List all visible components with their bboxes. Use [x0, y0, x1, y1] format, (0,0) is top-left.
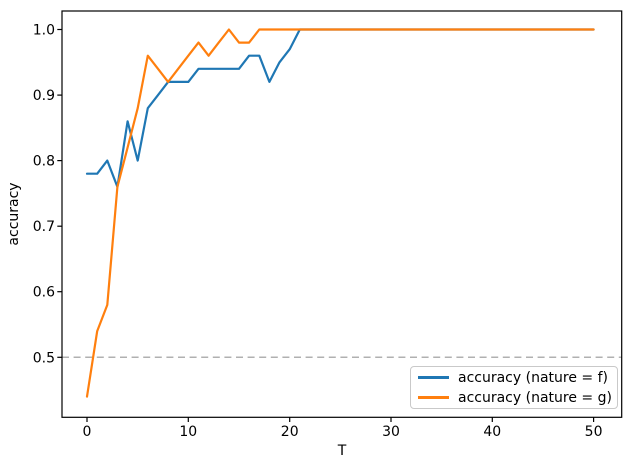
x-tick-label: 50 — [585, 424, 603, 440]
y-tick-label: 0.5 — [33, 350, 55, 366]
x-tick-label: 30 — [382, 424, 400, 440]
series-line-nature-g — [85, 28, 595, 398]
series-layer — [85, 28, 595, 398]
y-tick-label: 0.9 — [33, 88, 55, 104]
y-tick-label: 1.0 — [33, 23, 55, 39]
x-axis-label: T — [337, 443, 347, 459]
legend-label-nature-f: accuracy (nature = f) — [458, 369, 608, 386]
y-tick-label: 0.8 — [33, 154, 55, 170]
legend-item-nature-g: accuracy (nature = g) — [418, 388, 617, 407]
axes-layer: 0 10 20 30 40 50 0.5 0.6 0.7 0.8 0.9 1.0 — [33, 10, 623, 440]
legend-item-nature-f: accuracy (nature = f) — [418, 368, 617, 387]
x-tick-label: 0 — [83, 424, 92, 440]
x-tick-label: 40 — [483, 424, 501, 440]
y-tick-label: 0.6 — [33, 285, 55, 301]
legend: accuracy (nature = f) accuracy (nature =… — [410, 366, 618, 409]
legend-line-sample-f — [418, 376, 449, 379]
series-line-nature-f — [85, 28, 595, 188]
legend-line-sample-g — [418, 396, 449, 399]
y-tick-label: 0.7 — [33, 219, 55, 235]
axes-spines — [61, 10, 623, 418]
legend-label-nature-g: accuracy (nature = g) — [458, 389, 612, 406]
x-tick-label: 20 — [281, 424, 299, 440]
x-tick-label: 10 — [179, 424, 197, 440]
y-axis-label: accuracy — [6, 182, 22, 245]
